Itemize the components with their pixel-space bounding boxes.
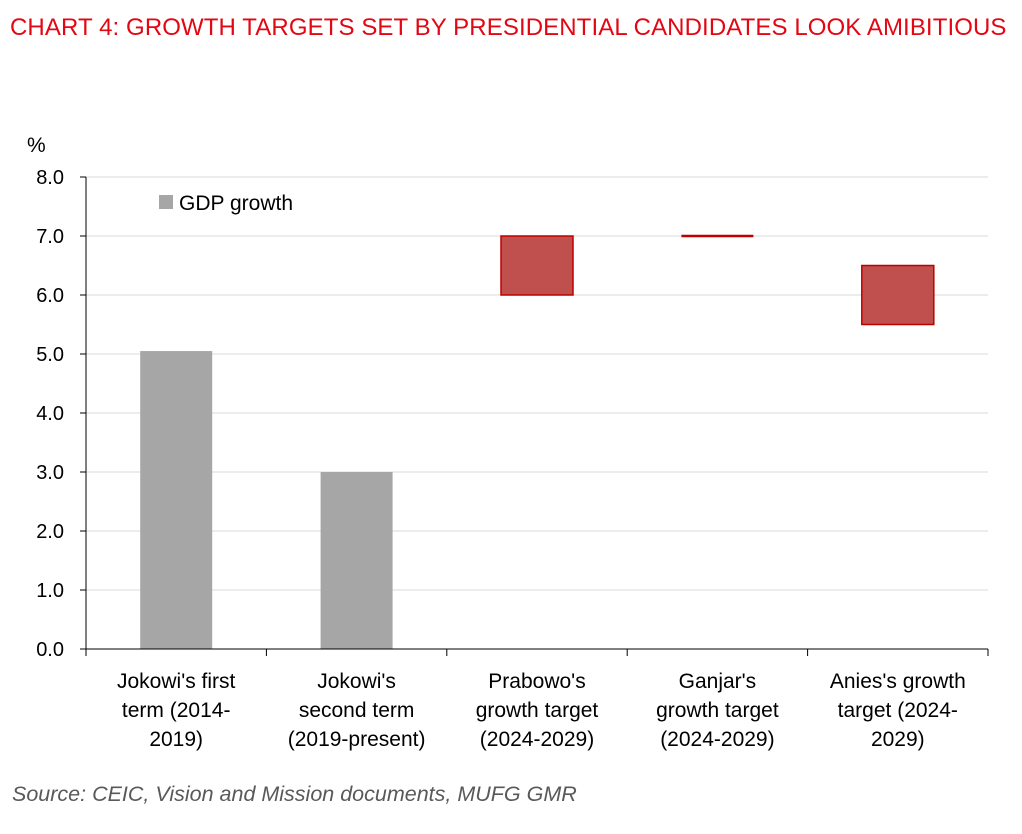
legend-label-gdp: GDP growth: [179, 192, 293, 215]
legend-swatch-gdp: [159, 195, 173, 209]
bars: [140, 234, 935, 649]
y-axis-unit-label: %: [27, 134, 46, 157]
y-tick-label: 1.0: [36, 580, 64, 602]
x-tick-labels: Jokowi's first term (2014-2019) Jokowi's se…: [117, 670, 966, 751]
x-tick-label: Jokowi's second term (2019-present): [288, 670, 426, 751]
legend: GDP growth: [159, 192, 293, 215]
y-tick-label: 3.0: [36, 462, 64, 484]
y-tick-label: 0.0: [36, 639, 64, 661]
chart-title: CHART 4: GROWTH TARGETS SET BY PRESIDENT…: [10, 14, 1007, 41]
x-tick-label: Ganjar's growth target (2024-2029): [656, 670, 779, 751]
y-tick-label: 5.0: [36, 344, 64, 366]
bar-gdp-growth: [320, 472, 393, 649]
y-tick-label: 6.0: [36, 285, 64, 307]
source-note: Source: CEIC, Vision and Mission documen…: [12, 782, 577, 806]
axes: [80, 176, 989, 656]
x-tick-label: Anies's growth target (2024-2029): [830, 670, 966, 751]
y-tick-label: 2.0: [36, 521, 64, 543]
x-tick-label: Prabowo's growth target (2024-2029): [476, 670, 599, 751]
x-tick-label: Jokowi's first term (2014-2019): [117, 670, 236, 751]
y-tick-label: 4.0: [36, 403, 64, 425]
y-tick-labels: 0.0 1.0 2.0 3.0 4.0 5.0 6.0 7.0 8.0: [36, 167, 64, 661]
target-range-box: [861, 264, 935, 326]
bar-gdp-growth: [140, 351, 213, 649]
target-range-box: [500, 235, 574, 296]
y-tick-label: 8.0: [36, 167, 64, 189]
y-tick-label: 7.0: [36, 226, 64, 248]
